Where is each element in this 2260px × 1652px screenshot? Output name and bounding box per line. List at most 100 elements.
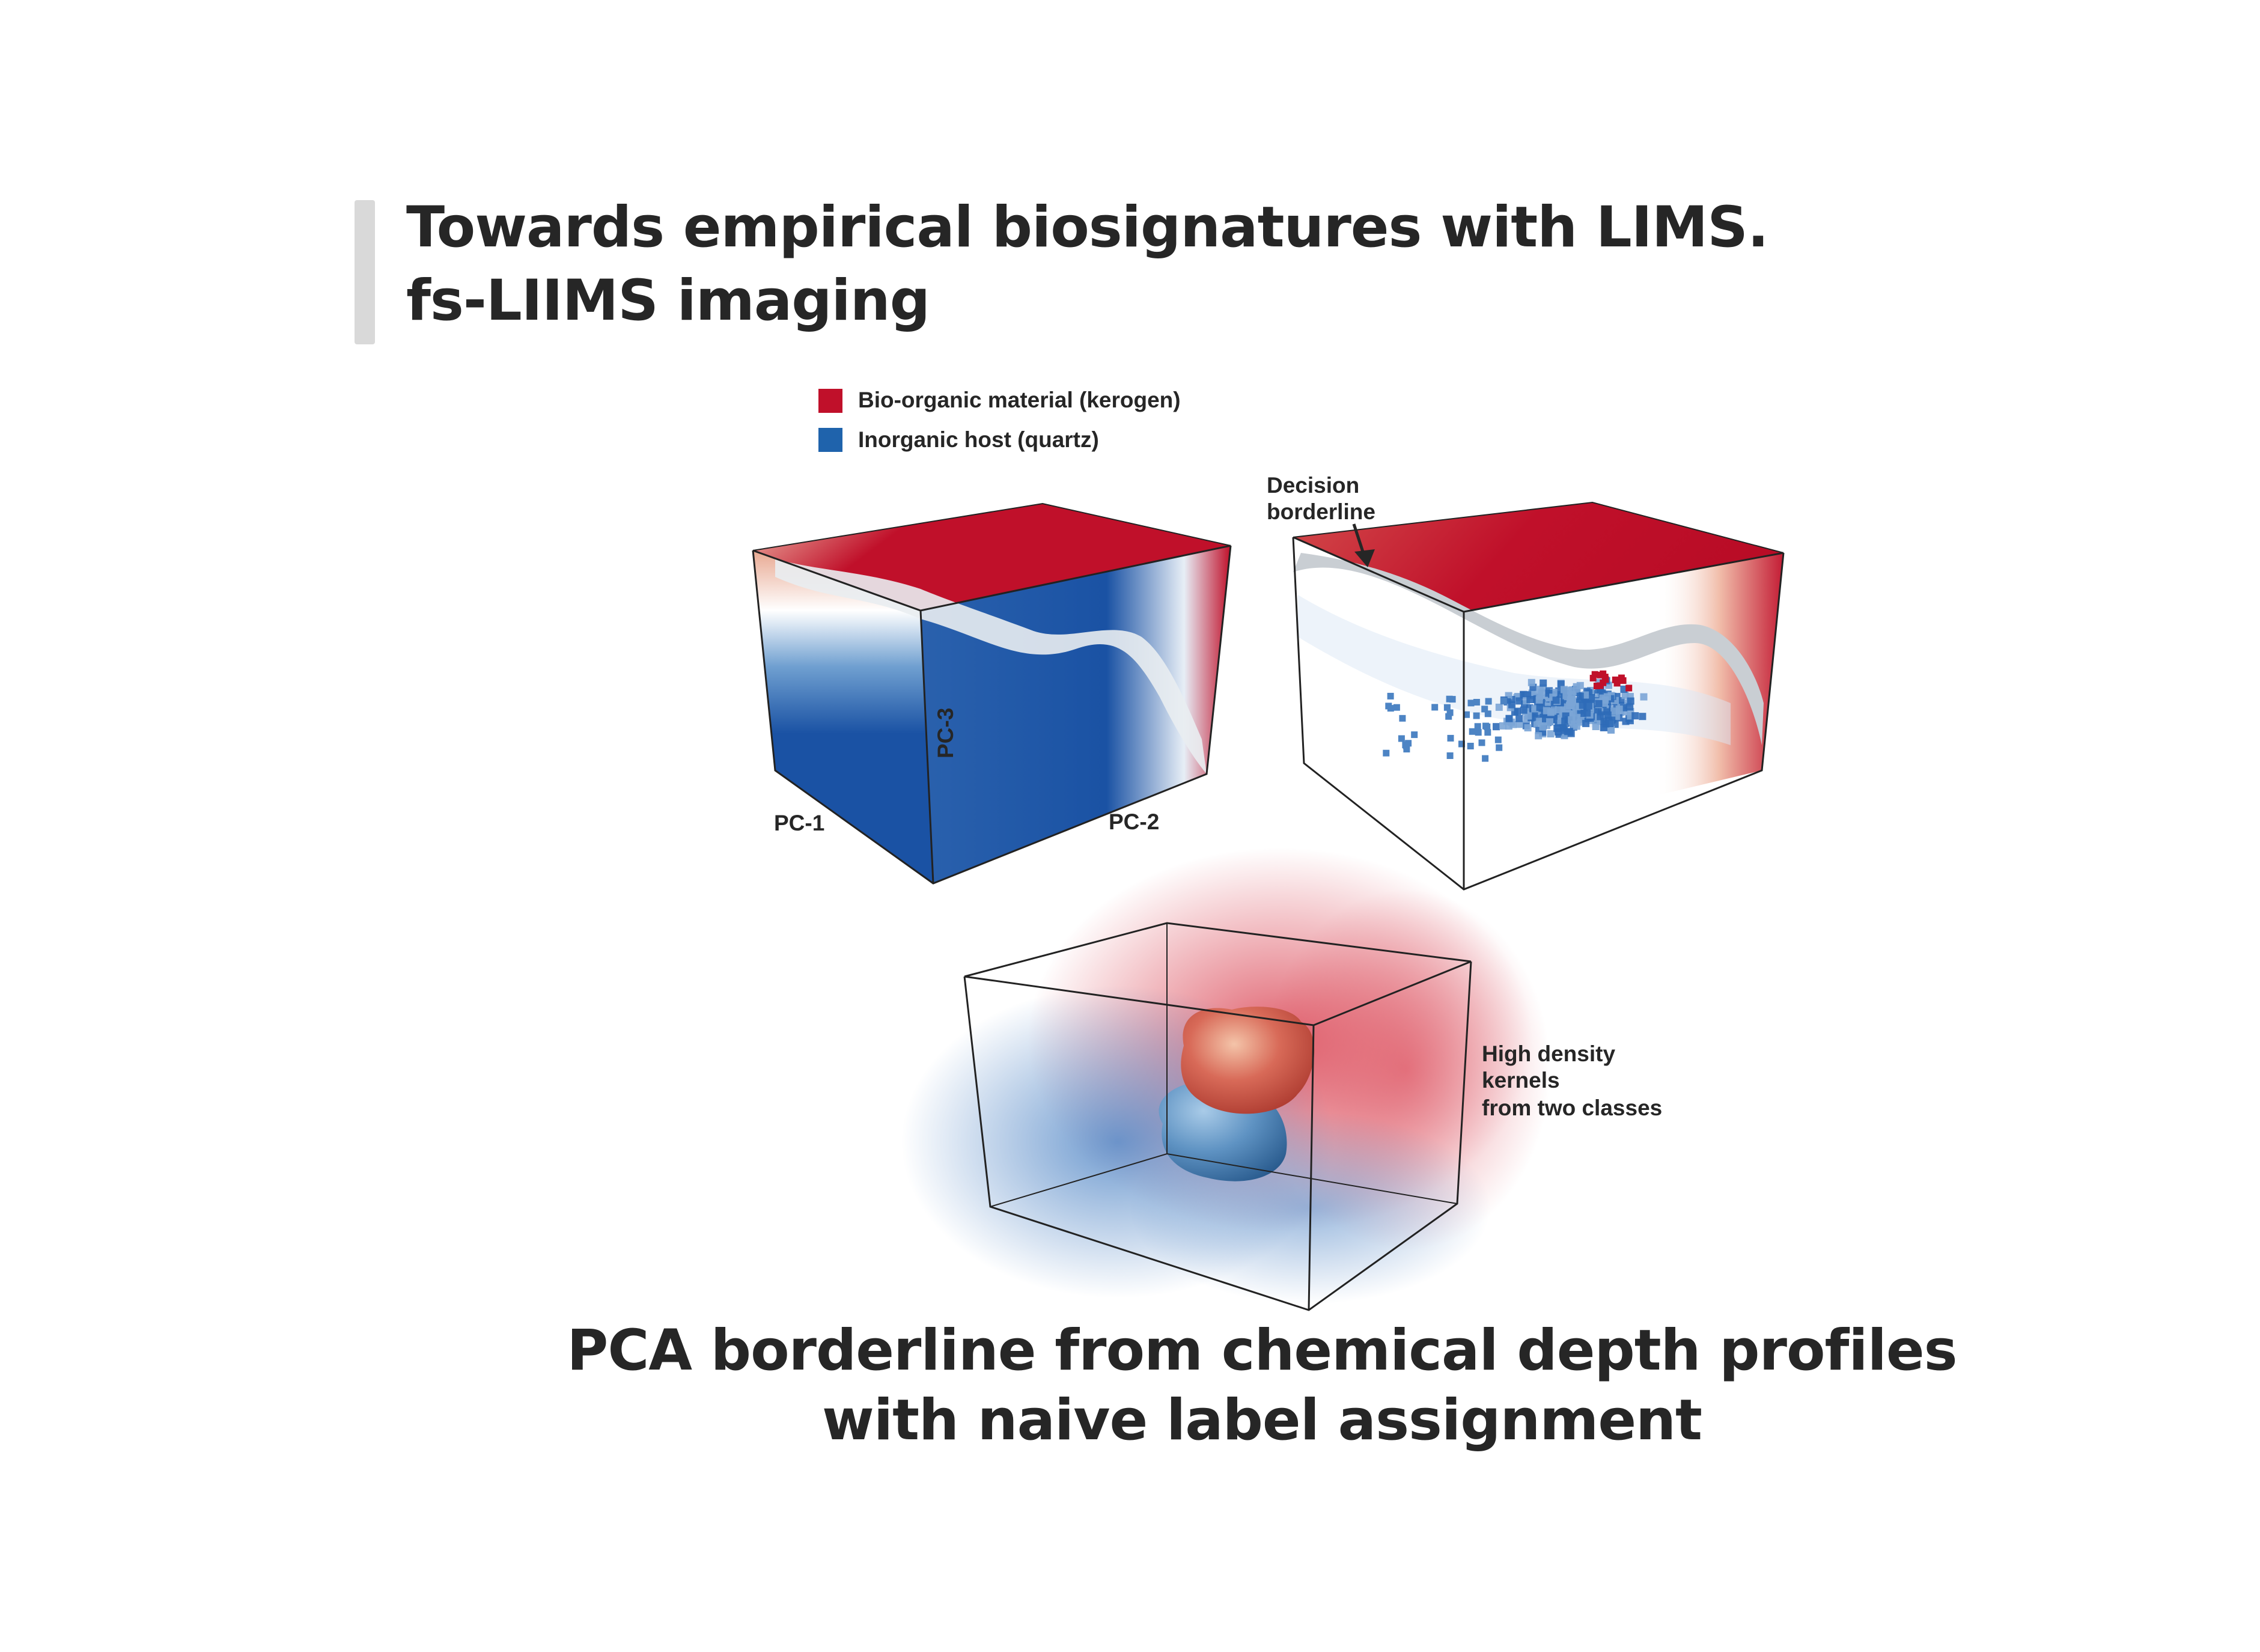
sample-point — [1508, 701, 1515, 709]
axis-label-pc2: PC-2 — [1109, 809, 1159, 834]
sample-point — [1579, 701, 1586, 709]
sample-point — [1515, 721, 1523, 728]
annotation-arrow-shaft — [1352, 523, 1365, 552]
left-box-left-face — [753, 550, 933, 883]
sample-point — [1555, 706, 1562, 714]
sample-point — [1387, 705, 1394, 712]
legend-label-kerogen: Bio-organic material (kerogen) — [858, 388, 1181, 412]
title-accent-bar — [355, 200, 375, 344]
sample-point — [1496, 744, 1503, 751]
bottom-box-edge-vertical — [1308, 1025, 1315, 1311]
annotation-high-density: High density — [1482, 1041, 1615, 1066]
sample-point — [1547, 730, 1555, 738]
sample-point — [1524, 712, 1532, 720]
sample-point — [1595, 700, 1603, 707]
sample-point — [1399, 715, 1406, 722]
sample-point — [1535, 732, 1543, 740]
legend-swatch-kerogen — [818, 389, 842, 413]
sample-point-organic — [1613, 680, 1621, 687]
sample-point — [1514, 707, 1521, 715]
sample-point-organic — [1597, 682, 1604, 689]
sample-point — [1543, 707, 1550, 715]
sample-point — [1526, 696, 1534, 703]
annotation-borderline: borderline — [1267, 499, 1375, 524]
sample-point-organic — [1612, 676, 1619, 683]
sample-point — [1549, 707, 1557, 715]
red-density-kernel — [1181, 1007, 1315, 1114]
bottom-kernel-volume: High density kernels from two classes — [901, 847, 1662, 1311]
sample-point — [1446, 709, 1454, 716]
sample-point — [1393, 704, 1400, 711]
annotation-two-classes: from two classes — [1482, 1096, 1662, 1120]
sample-point — [1588, 694, 1595, 702]
sample-point-organic — [1589, 674, 1597, 681]
sample-point — [1540, 679, 1547, 687]
sample-point — [1568, 716, 1576, 724]
sample-point — [1478, 739, 1485, 746]
sample-point — [1576, 681, 1584, 689]
caption-line-1: PCA borderline from chemical depth profi… — [567, 1318, 1957, 1383]
sample-point — [1557, 680, 1565, 688]
sample-point — [1553, 724, 1561, 732]
axis-label-pc1: PC-1 — [774, 811, 824, 835]
sample-point — [1562, 693, 1570, 701]
sample-point — [1600, 724, 1608, 731]
left-pca-volume: PC-1 PC-2 PC-3 — [752, 502, 1232, 885]
sample-point — [1493, 723, 1500, 731]
right-box-edge-back — [1293, 501, 1784, 553]
sample-point — [1411, 731, 1418, 739]
legend: Bio-organic material (kerogen) Inorganic… — [818, 388, 1181, 452]
sample-point — [1463, 711, 1470, 718]
sample-point — [1535, 696, 1543, 704]
sample-point — [1524, 724, 1532, 732]
sample-point — [1515, 715, 1523, 722]
sample-point — [1585, 702, 1592, 710]
sample-point — [1447, 734, 1454, 742]
sample-point — [1499, 722, 1506, 730]
left-box-edge-back — [752, 502, 1231, 551]
sample-point — [1603, 693, 1611, 701]
sample-point — [1546, 718, 1553, 726]
annotation-arrow-head — [1354, 549, 1375, 567]
sample-point — [1484, 729, 1491, 736]
sample-point — [1631, 712, 1639, 720]
right-decision-surface — [1293, 553, 1764, 745]
slide-title: Towards empirical biosignatures with LIM… — [406, 191, 1769, 338]
sample-point — [1640, 693, 1648, 701]
slide-title-line-2: fs-LIIMS imaging — [406, 268, 930, 334]
sample-point — [1467, 700, 1475, 707]
sample-point — [1592, 723, 1600, 730]
sample-point — [1615, 706, 1623, 713]
sample-point — [1387, 692, 1394, 700]
sample-point — [1467, 743, 1474, 749]
sample-point — [1566, 699, 1574, 707]
sample-point — [1505, 722, 1512, 730]
sample-point-organic — [1593, 683, 1600, 689]
sample-point-organic — [1600, 670, 1607, 677]
sample-points — [1383, 670, 1648, 762]
sample-point — [1520, 706, 1527, 714]
sample-point — [1481, 706, 1488, 713]
sample-point — [1398, 735, 1405, 742]
sample-point — [1443, 704, 1451, 711]
sample-point — [1449, 696, 1456, 703]
figure-caption: PCA borderline from chemical depth profi… — [541, 1316, 1983, 1455]
sample-point — [1383, 749, 1390, 757]
sample-point — [1458, 740, 1465, 748]
sample-point — [1469, 728, 1476, 735]
sample-point-organic — [1602, 676, 1609, 683]
sample-point — [1626, 703, 1634, 711]
sample-point — [1495, 703, 1503, 711]
sample-point — [1539, 723, 1547, 731]
sample-point — [1482, 755, 1489, 762]
sample-point — [1583, 709, 1591, 717]
sample-point — [1561, 686, 1568, 693]
sample-point — [1473, 699, 1480, 706]
caption-line-2: with naive label assignment — [822, 1388, 1702, 1453]
sample-point — [1473, 712, 1480, 719]
sample-point — [1494, 736, 1502, 743]
sample-point — [1482, 722, 1489, 730]
sample-point — [1627, 697, 1634, 705]
right-decision-volume: Decision borderline — [1267, 473, 1785, 891]
